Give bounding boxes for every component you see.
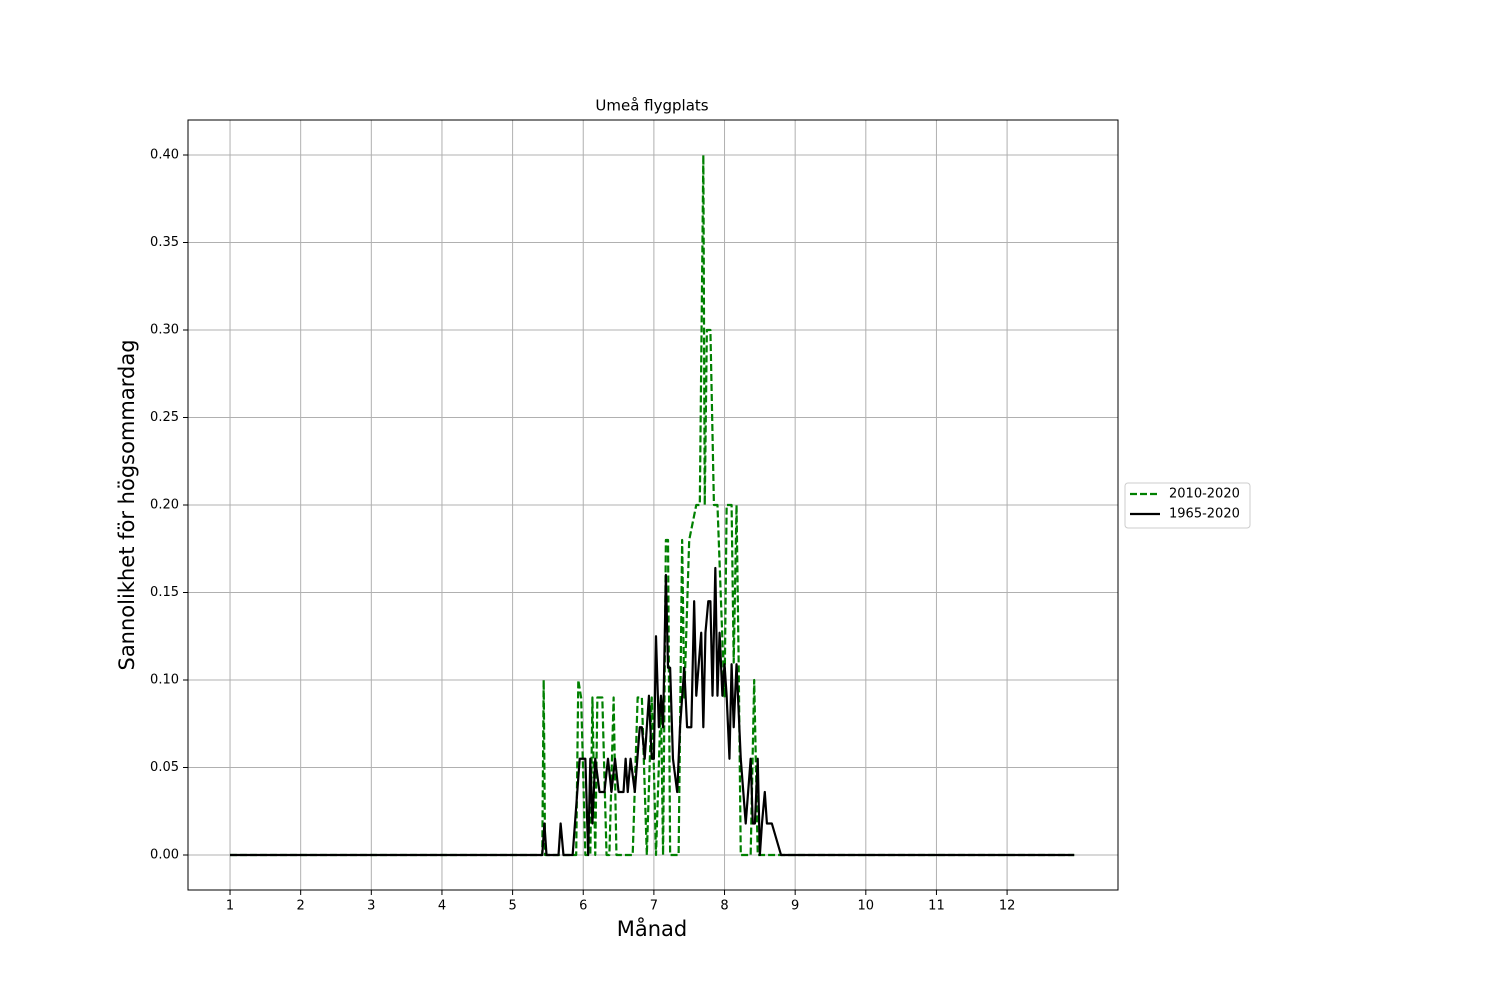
x-tick-label: 1 bbox=[226, 899, 234, 914]
plot-frame bbox=[187, 119, 1119, 891]
legend-label: 1965-2020 bbox=[1169, 507, 1240, 522]
y-axis-label: Sannolikhet för högsommardag bbox=[115, 339, 139, 670]
x-tick-label: 6 bbox=[579, 899, 587, 914]
legend-label: 2010-2020 bbox=[1169, 487, 1240, 502]
x-tick-label: 8 bbox=[720, 899, 728, 914]
y-tick-label: 0.20 bbox=[150, 498, 179, 513]
x-tick-label: 7 bbox=[650, 899, 658, 914]
y-tick-label: 0.35 bbox=[150, 235, 179, 250]
y-tick-label: 0.40 bbox=[150, 148, 179, 163]
x-tick-label: 4 bbox=[438, 899, 446, 914]
x-tick-label: 3 bbox=[367, 899, 375, 914]
x-axis-label: Månad bbox=[617, 916, 688, 941]
y-tick-label: 0.05 bbox=[150, 760, 179, 775]
y-tick-label: 0.15 bbox=[150, 585, 179, 600]
chart-title: Umeå flygplats bbox=[595, 97, 708, 115]
x-tick-label: 5 bbox=[508, 899, 516, 914]
y-tick-label: 0.30 bbox=[150, 323, 179, 338]
line-series bbox=[230, 566, 1075, 857]
y-tick-label: 0.10 bbox=[150, 673, 179, 688]
y-tick-label: 0.00 bbox=[150, 848, 179, 863]
y-tick-label: 0.25 bbox=[150, 410, 179, 425]
x-tick-label: 9 bbox=[791, 899, 799, 914]
x-tick-label: 11 bbox=[928, 899, 945, 914]
line-series bbox=[230, 153, 1075, 857]
x-tick-label: 2 bbox=[297, 899, 305, 914]
x-tick-label: 12 bbox=[999, 899, 1016, 914]
x-tick-label: 10 bbox=[858, 899, 875, 914]
